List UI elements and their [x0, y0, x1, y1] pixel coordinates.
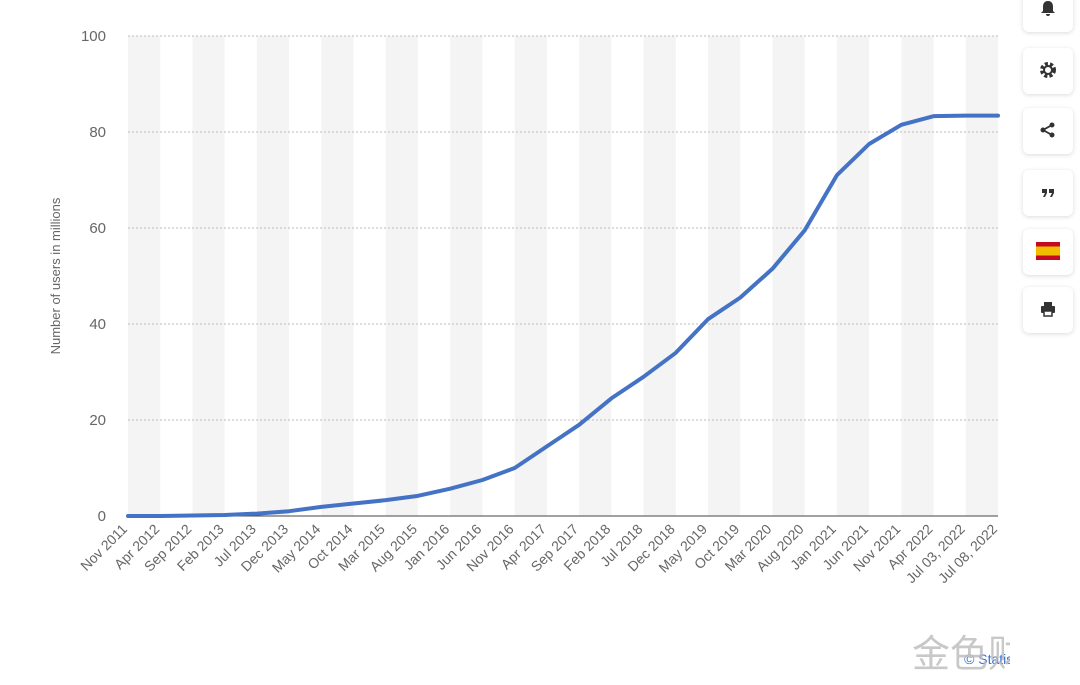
- background-stripe: [643, 36, 676, 516]
- background-stripe: [450, 36, 483, 516]
- y-tick-label: 100: [81, 28, 106, 45]
- background-stripe: [385, 36, 418, 516]
- share-button[interactable]: [1023, 108, 1073, 154]
- y-tick-label: 0: [98, 508, 106, 525]
- cite-button[interactable]: [1023, 170, 1073, 216]
- background-stripe: [321, 36, 354, 516]
- watermark: 金色财经: [912, 634, 1010, 676]
- background-stripe: [901, 36, 934, 516]
- background-stripe: [256, 36, 290, 516]
- language-button[interactable]: [1023, 229, 1073, 275]
- settings-button[interactable]: [1023, 48, 1073, 94]
- notification-button[interactable]: [1023, 0, 1073, 32]
- y-tick-label: 60: [89, 220, 106, 237]
- y-tick-label: 80: [89, 124, 106, 141]
- background-stripe: [128, 36, 161, 516]
- print-button[interactable]: [1023, 287, 1073, 333]
- background-stripe: [965, 36, 998, 516]
- chart: Number of users in millions © Statista 2…: [48, 28, 1064, 676]
- background-stripe: [772, 36, 805, 516]
- y-axis-title: Number of users in millions: [48, 197, 63, 354]
- background-stripe: [708, 36, 741, 516]
- background-stripe: [514, 36, 547, 516]
- y-tick-label: 20: [89, 412, 106, 429]
- data-line: [126, 113, 1000, 518]
- y-tick-label: 40: [89, 316, 106, 333]
- background-stripe: [836, 36, 870, 516]
- background-stripe: [192, 36, 225, 516]
- background-stripe: [579, 36, 612, 516]
